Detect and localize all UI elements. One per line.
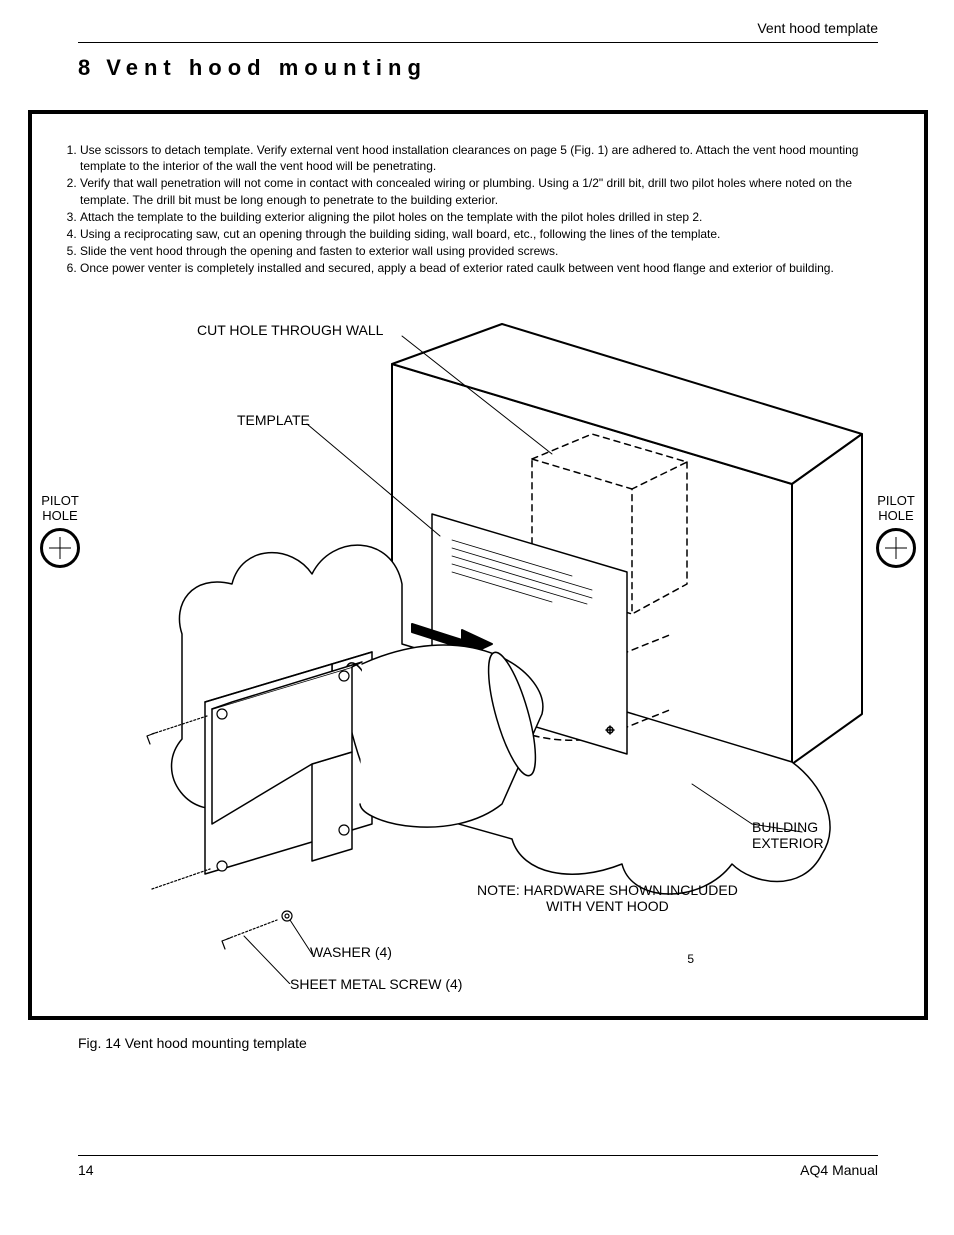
instruction-item: Using a reciprocating saw, cut an openin… [80,226,890,242]
header-right: Vent hood template [78,20,878,36]
instruction-item: Verify that wall penetration will not co… [80,175,890,207]
figure-caption: Fig. 14 Vent hood mounting template [78,1035,307,1051]
label-screw: SHEET METAL SCREW (4) [290,976,462,992]
instruction-item: Once power venter is completely installe… [80,260,890,276]
label-hardware-note: NOTE: HARDWARE SHOWN INCLUDED WITH VENT … [477,882,738,914]
instruction-item: Use scissors to detach template. Verify … [80,142,890,174]
page-footer: 14 AQ4 Manual [78,1155,878,1178]
label-building-exterior: BUILDING EXTERIOR [752,819,824,851]
vent-hood-diagram: CUT HOLE THROUGH WALL TEMPLATE BUILDING … [32,284,932,984]
page-number: 14 [78,1162,94,1178]
figure-frame: Use scissors to detach template. Verify … [28,110,928,1020]
section-heading: 8 Vent hood mounting [78,55,878,81]
stray-mark: 5 [687,952,694,966]
section-title-text: Vent hood mounting [106,55,427,80]
instruction-item: Attach the template to the building exte… [80,209,890,225]
label-washer: WASHER (4) [310,944,392,960]
instruction-list: Use scissors to detach template. Verify … [80,142,890,278]
instruction-item: Slide the vent hood through the opening … [80,243,890,259]
label-template: TEMPLATE [237,412,310,428]
header-rule [78,42,878,43]
footer-rule [78,1155,878,1156]
section-number: 8 [78,55,92,80]
label-cut-hole: CUT HOLE THROUGH WALL [197,322,383,338]
manual-name: AQ4 Manual [800,1162,878,1178]
